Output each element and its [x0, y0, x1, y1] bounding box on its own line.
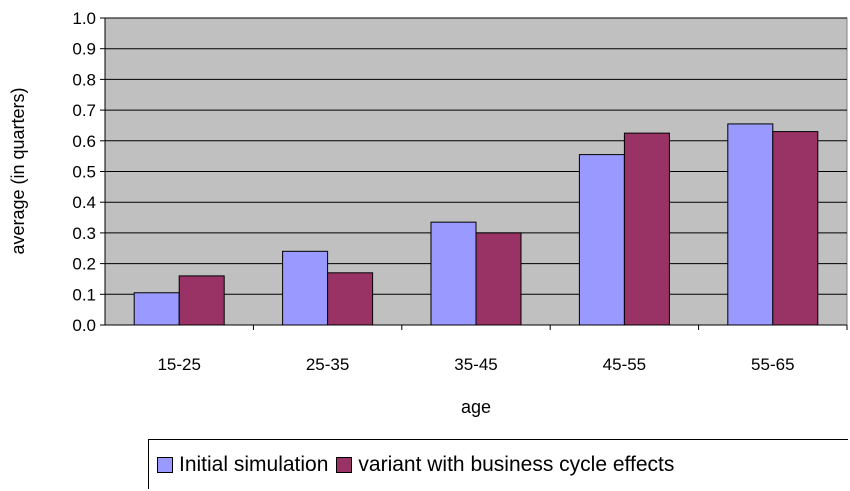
- bar-initial-25-35: [282, 250, 329, 326]
- y-tick-label: 0.7: [72, 101, 96, 120]
- y-ticks: 0.0 0.1 0.2 0.3 0.4 0.5 0.6 0.7 0.8 0.9 1.0: [72, 9, 105, 335]
- legend-item-initial: Initial simulation: [157, 453, 328, 477]
- y-axis-label: average (in quarters): [8, 87, 28, 254]
- y-tick-label: 0.9: [72, 40, 96, 59]
- legend-item-variant: variant with business cycle effects: [336, 453, 674, 477]
- x-tick-label: 35-45: [454, 355, 497, 374]
- y-tick-label: 1.0: [72, 9, 96, 28]
- x-ticks: 15-25 25-35 35-45 45-55 55-65: [157, 325, 848, 374]
- bar-initial-35-45: [430, 221, 477, 326]
- y-tick-label: 0.3: [72, 224, 96, 243]
- x-tick-label: 15-25: [157, 355, 200, 374]
- x-axis-label: age: [461, 397, 491, 417]
- legend-label: Initial simulation: [179, 452, 329, 476]
- y-tick-label: 0.5: [72, 163, 96, 182]
- legend-label: variant with business cycle effects: [358, 452, 675, 476]
- legend-swatch: [336, 456, 353, 473]
- bar-variant-35-45: [475, 232, 522, 326]
- y-tick-label: 0.8: [72, 70, 96, 89]
- bar-variant-15-25: [178, 275, 225, 326]
- bar-variant-25-35: [327, 272, 374, 326]
- bar-variant-45-55: [623, 132, 670, 326]
- bar-variant-55-65: [772, 131, 819, 326]
- y-tick-label: 0.4: [72, 193, 96, 212]
- y-tick-label: 0.1: [72, 285, 96, 304]
- x-tick-label: 45-55: [603, 355, 646, 374]
- y-tick-label: 0.2: [72, 255, 96, 274]
- legend-swatch: [157, 456, 173, 473]
- bar-initial-15-25: [133, 292, 180, 326]
- bar-initial-55-65: [727, 123, 774, 326]
- x-tick-label: 25-35: [306, 355, 349, 374]
- bar-initial-45-55: [578, 154, 625, 326]
- gridlines: [105, 17, 847, 295]
- bar-chart: 0.0 0.1 0.2 0.3 0.4 0.5 0.6 0.7 0.8 0.9 1.0 15-25 2…: [8, 9, 848, 417]
- legend: Initial simulation variant with business…: [148, 439, 848, 489]
- y-tick-label: 0.6: [72, 132, 96, 151]
- y-tick-label: 0.0: [72, 316, 96, 335]
- x-tick-label: 55-65: [751, 355, 794, 374]
